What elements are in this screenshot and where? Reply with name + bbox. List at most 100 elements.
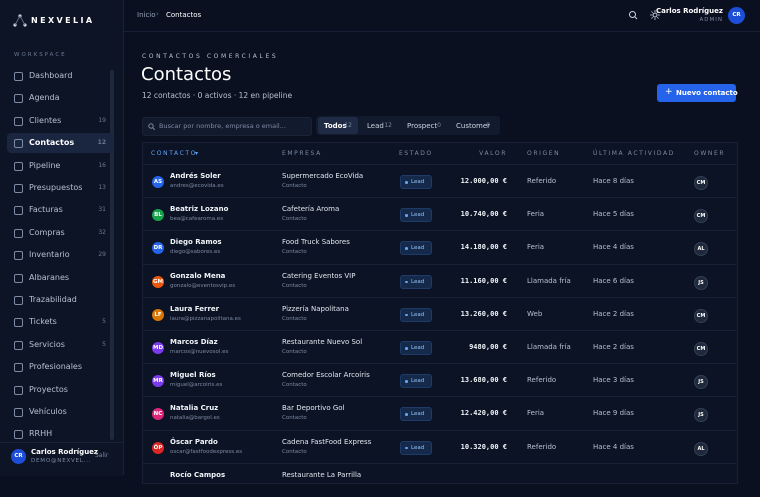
company-type: Contacto xyxy=(282,216,307,223)
deal-value: 12.000,00 € xyxy=(460,177,507,185)
nav-item[interactable]: Trazabilidad xyxy=(7,290,113,310)
nav-item[interactable]: Clientes 19 xyxy=(7,111,113,131)
search-button[interactable] xyxy=(628,10,638,20)
nav-item[interactable]: Tickets 5 xyxy=(7,312,113,332)
contact-avatar: AS xyxy=(152,176,164,188)
nav-item[interactable]: Servicios 5 xyxy=(7,335,113,355)
contact-email: gonzalo@eventosvip.es xyxy=(170,282,236,289)
deal-value: 10.740,00 € xyxy=(460,210,507,219)
origin: Llamada fría xyxy=(527,276,571,285)
contact-name: Andrés Soler xyxy=(170,172,221,180)
nav-item[interactable]: Dashboard xyxy=(7,66,113,86)
contact-email: natalia@bargol.es xyxy=(170,415,220,422)
contact-email: oscar@fastfoodexpress.es xyxy=(170,448,243,455)
topbar xyxy=(124,0,760,32)
column-header[interactable]: ESTADO xyxy=(399,150,433,157)
contact-avatar: NC xyxy=(152,408,164,421)
contact-avatar: MR xyxy=(152,375,164,388)
deal-value: 14.180,00 € xyxy=(460,243,507,252)
nav-label: Pipeline xyxy=(29,160,61,170)
nav-label: Tickets xyxy=(29,317,57,327)
logo-icon xyxy=(13,14,27,27)
company: Comedor Escolar Arcoíris xyxy=(282,371,370,380)
column-header[interactable]: CONTACTO xyxy=(151,150,197,157)
nav-item[interactable]: Albaranes xyxy=(7,268,113,288)
last-activity: Hace 2 días xyxy=(593,309,634,318)
column-header[interactable]: OWNER xyxy=(694,150,726,157)
table-row[interactable]: DR Diego Ramos diego@sabores.es Food Truck … xyxy=(142,230,736,264)
nav-item[interactable]: Agenda xyxy=(7,88,113,108)
owner-avatar: CM xyxy=(694,176,708,190)
column-header[interactable]: VALOR xyxy=(479,150,507,157)
contact-name: Natalia Cruz xyxy=(170,404,219,413)
deal-value: 12.420,00 € xyxy=(460,409,507,418)
breadcrumb-home[interactable]: Inicio xyxy=(137,11,156,19)
nav-icon xyxy=(14,139,23,149)
new-contact-button[interactable]: + Nuevo contacto xyxy=(657,84,738,102)
table-row[interactable]: MR Miguel Ríos miguel@arcoiris.es Comedor E… xyxy=(142,363,736,397)
table-row[interactable]: BL Beatriz Lozano bea@cafearoma.es Cafeterí… xyxy=(142,197,736,231)
filter-tab[interactable]: Customer 0 xyxy=(450,117,496,134)
owner-avatar: JS xyxy=(694,408,708,423)
search-input[interactable]: Buscar por nombre, empresa o email... xyxy=(142,117,312,136)
last-activity: Hace 4 días xyxy=(593,442,634,451)
status-badge: Lead xyxy=(400,341,432,355)
logout[interactable]: Salir xyxy=(95,452,109,459)
table-row[interactable]: ÓP Óscar Pardo oscar@fastfoodexpress.es Cad… xyxy=(142,429,736,464)
nav-icon xyxy=(14,408,23,417)
company: Supermercado EcoVida xyxy=(282,172,364,180)
nav-item[interactable]: Presupuestos 13 xyxy=(7,178,113,198)
filter-tab[interactable]: Todos 12 xyxy=(318,117,358,134)
table-row[interactable]: LF Laura Ferrer laura@pizzanapolitana.es Pi… xyxy=(142,296,736,331)
theme-toggle[interactable] xyxy=(650,10,660,20)
nav-item[interactable]: Vehículos xyxy=(7,402,113,422)
topbar-avatar[interactable]: CR xyxy=(728,7,745,24)
company-type: Contacto xyxy=(282,415,307,422)
nav-item[interactable]: Facturas 31 xyxy=(7,200,113,220)
nav-item[interactable]: Pipeline 16 xyxy=(7,156,113,176)
filter-tab[interactable]: Prospect 0 xyxy=(401,117,447,134)
nav-icon xyxy=(14,228,23,238)
column-header[interactable]: ÚLTIMA ACTIVIDAD xyxy=(593,150,675,157)
tab-count: 12 xyxy=(344,122,352,129)
company-type: Contacto xyxy=(282,282,307,289)
last-activity: Hace 4 días xyxy=(593,243,634,252)
tab-label: Customer xyxy=(456,122,491,130)
nav-icon xyxy=(14,363,23,373)
table-row[interactable]: Rocío Campos Restaurante La Parrilla xyxy=(142,462,736,497)
filter-tab[interactable]: Lead 12 xyxy=(361,117,398,134)
status-badge: Lead xyxy=(400,241,432,256)
table-row[interactable]: NC Natalia Cruz natalia@bargol.es Bar Depor… xyxy=(142,396,736,430)
origin: Referido xyxy=(527,376,557,385)
origin: Referido xyxy=(527,177,557,185)
nav-icon xyxy=(14,340,23,350)
nav-item[interactable]: Profesionales xyxy=(7,357,113,377)
owner-avatar: CM xyxy=(694,308,708,323)
tab-count: 0 xyxy=(486,122,490,129)
company-type: Contacto xyxy=(282,382,307,389)
nav-count: 29 xyxy=(98,251,106,259)
status-badge: Lead xyxy=(400,208,432,223)
summary: 12 contactos · 0 activos · 12 en pipelin… xyxy=(142,91,293,100)
table-row[interactable]: AS Andrés Soler andres@ecovida.es Supermerc… xyxy=(142,164,736,198)
column-header[interactable]: ORIGEN xyxy=(527,150,561,157)
nav-label: RRHH xyxy=(29,429,53,439)
nav-item[interactable]: Inventario 29 xyxy=(7,245,113,265)
nav-icon xyxy=(14,161,23,171)
contact-avatar: ÓP xyxy=(152,441,164,454)
last-activity: Hace 3 días xyxy=(593,376,634,385)
table-row[interactable]: GM Gonzalo Mena gonzalo@eventosvip.es Cater… xyxy=(142,263,736,298)
owner-avatar: JS xyxy=(694,375,708,390)
status-badge: Lead xyxy=(400,374,432,389)
nav-item[interactable]: Contactos 12 xyxy=(7,133,113,154)
last-activity: Hace 8 días xyxy=(593,177,634,185)
nav-item[interactable]: Proyectos xyxy=(7,380,113,400)
user-card: CR Carlos Rodríguez DEMO@NEXVEL... Salir xyxy=(0,442,123,476)
nav-item[interactable]: Compras 32 xyxy=(7,223,113,243)
company: Catering Eventos VIP xyxy=(282,271,356,280)
nav-item[interactable]: RRHH xyxy=(7,424,113,444)
status-label: Lead xyxy=(411,444,425,451)
nav-label: Facturas xyxy=(29,205,63,215)
column-header[interactable]: EMPRESA xyxy=(282,150,322,157)
table-row[interactable]: MD Marcos Díaz marcos@nuevosol.es Restauran… xyxy=(142,330,736,364)
